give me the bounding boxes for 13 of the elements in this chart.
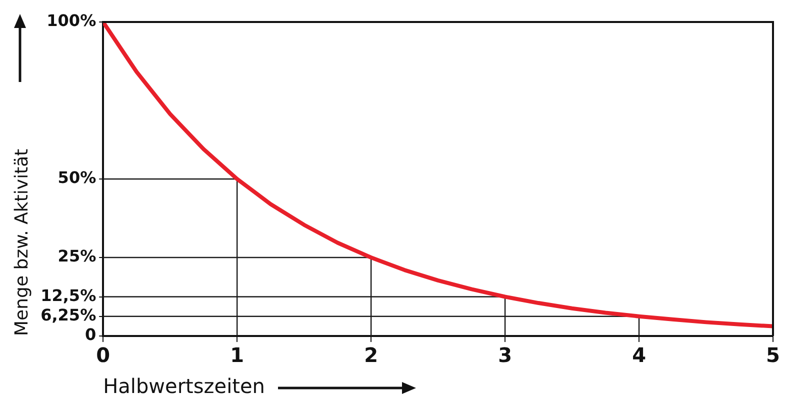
- x-tick-label: 5: [766, 343, 780, 368]
- y-tick-label: 25%: [58, 246, 96, 266]
- y-tick-label: 12,5%: [40, 286, 96, 305]
- x-tick-label: 3: [498, 343, 512, 368]
- x-axis-title: Halbwertszeiten: [103, 374, 265, 398]
- y-tick-label: 0: [84, 325, 96, 344]
- y-axis-title: Menge bzw. Aktivität: [11, 148, 32, 336]
- y-tick-label: 6,25%: [40, 306, 96, 325]
- y-tick-label: 100%: [46, 11, 96, 30]
- x-tick-label: 2: [364, 343, 378, 368]
- x-tick-label: 1: [230, 343, 244, 368]
- x-tick-label: 4: [632, 343, 646, 368]
- y-tick-label: 50%: [58, 168, 96, 188]
